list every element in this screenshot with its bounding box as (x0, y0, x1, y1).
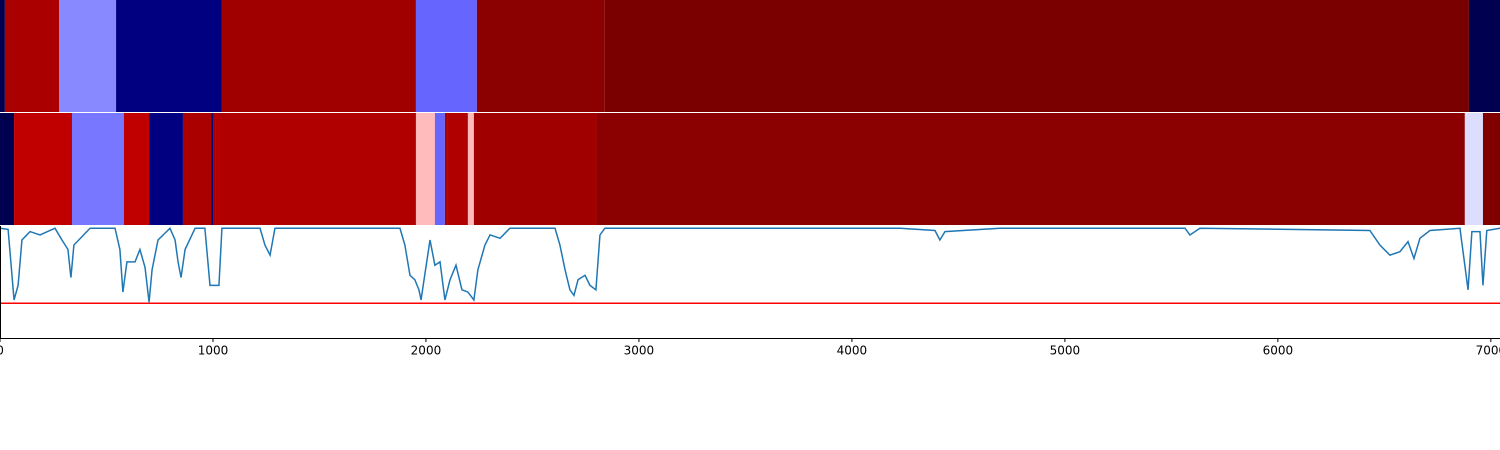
strip-segment (123, 113, 150, 225)
line-series (0, 226, 1500, 303)
strip-segment (149, 113, 183, 225)
x-tick-label: 2000 (411, 344, 442, 358)
strip-segment (212, 113, 216, 225)
strip-segment (1468, 0, 1500, 112)
strip-segment (473, 113, 597, 225)
strip-segment (467, 113, 474, 225)
strip-segment (14, 113, 72, 225)
x-tick-label: 6000 (1263, 344, 1294, 358)
x-tick-label: 5000 (1050, 344, 1081, 358)
strip-segment (0, 113, 15, 225)
x-tick-label: 3000 (624, 344, 655, 358)
strip-segment (596, 113, 1465, 225)
strip-segment (116, 0, 222, 112)
strip-segment (444, 113, 448, 225)
strip-segment (604, 0, 1469, 112)
strip-segment (71, 113, 124, 225)
strip-segment (476, 0, 605, 112)
strip-segment (415, 0, 477, 112)
strip-segment (415, 113, 435, 225)
strip-segment (221, 0, 416, 112)
strip-segment (211, 113, 213, 225)
strip-segment (434, 113, 445, 225)
x-tick-label: 0 (0, 344, 4, 358)
x-tick-label: 4000 (837, 344, 868, 358)
x-tick-label: 1000 (198, 344, 229, 358)
strip-segment (215, 113, 416, 225)
strip-segment (182, 113, 212, 225)
strip-segment (0, 0, 5, 112)
strip-segment (58, 0, 117, 112)
strip-segment (1464, 113, 1483, 225)
strip-segment (4, 0, 59, 112)
strip-segment (1482, 113, 1500, 225)
strip-segment (447, 113, 468, 225)
x-tick-label: 7000 (1476, 344, 1500, 358)
